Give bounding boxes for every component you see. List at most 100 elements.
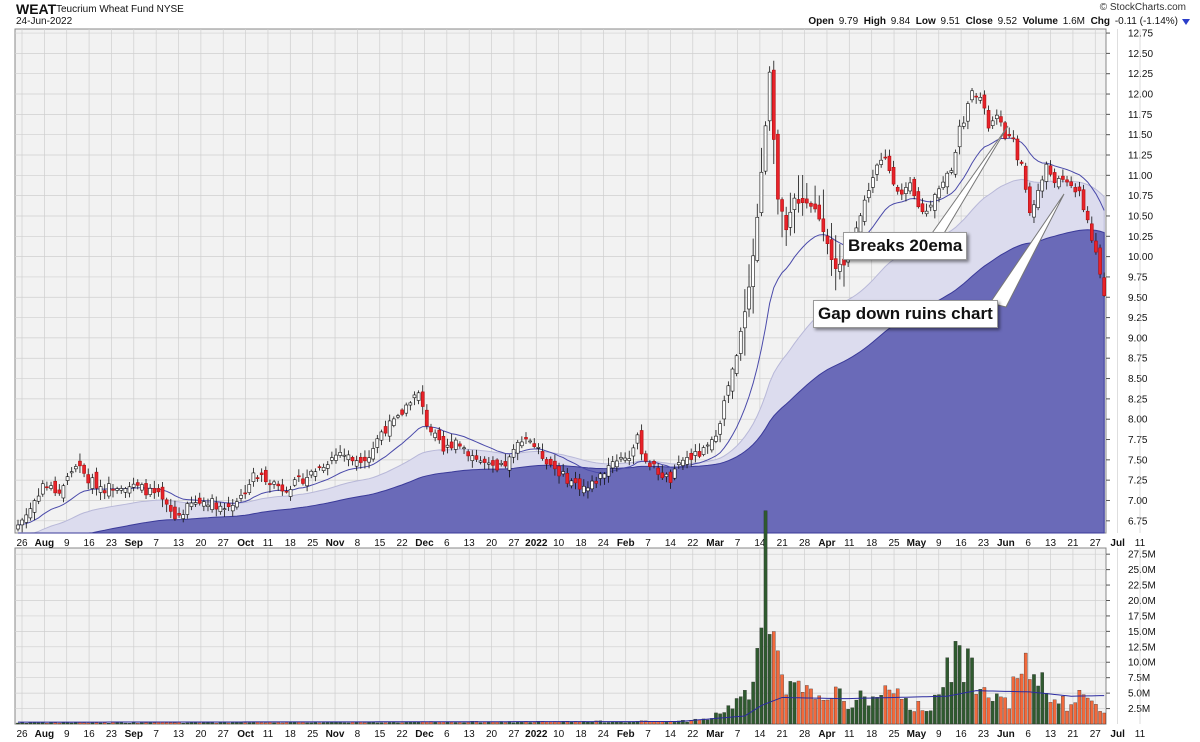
volume-bar [821,700,826,725]
x-tick-label: 7 [645,538,651,549]
volume-bar [400,722,404,725]
volume-tick-label: 2.5M [1128,704,1150,715]
candle-body [928,204,933,208]
low-label: Low [915,16,936,27]
volume-bar [619,721,623,725]
candle-body [569,480,574,487]
candle-body [986,110,991,129]
candle-body [866,190,871,199]
candle-body [412,394,417,399]
x-tick-label: Mar [706,729,724,740]
volume-bar [164,722,169,725]
volume-bar [346,722,351,725]
x-tick-label: 18 [285,538,297,549]
candle-body [119,488,124,491]
x-tick-label: 9 [936,729,942,740]
volume-bar [1094,704,1098,725]
volume-bar [1015,678,1020,725]
candle-body [582,485,586,494]
volume-bar [755,648,760,725]
volume-bar [627,722,631,725]
x-tick-label: 9 [64,729,70,740]
candle-body [635,434,640,444]
candle-body [544,459,549,465]
candle-body [94,471,99,489]
volume-bar [875,697,879,725]
candle-body [313,471,318,477]
candle-body [276,483,280,487]
candle-body [718,423,722,435]
candle-body [1028,186,1032,214]
candle-body [520,441,524,447]
candle-body [1032,204,1036,218]
candle-body [1073,187,1078,193]
candle-body [272,481,276,485]
candle-body [350,457,355,462]
volume-bar [677,720,681,725]
price-tick-label: 11.50 [1128,130,1153,141]
candle-body [908,182,912,192]
candle-body [420,391,425,407]
candle-body [792,197,797,210]
x-tick-label: 8 [355,538,361,549]
volume-bar [115,722,119,725]
x-tick-label: 15 [374,729,386,740]
x-tick-label: 21 [1067,538,1079,549]
x-tick-label: 14 [665,729,677,740]
candle-body [425,409,429,427]
candle-body [606,465,611,477]
candle-body [920,203,925,213]
price-tick-label: 10.25 [1128,232,1153,243]
candle-body [115,488,119,491]
candle-body [610,461,615,469]
candle-body [330,457,334,461]
x-tick-label: Aug [35,729,54,740]
volume-bar [858,690,863,725]
candle-body [966,103,970,122]
chg-label: Chg [1090,16,1111,27]
x-tick-label: May [907,729,927,740]
candle-body [321,467,326,471]
candle-body [288,489,293,497]
candle-body [1040,179,1045,192]
volume-bar [957,645,962,725]
x-tick-label: 2022 [525,538,548,549]
candle-body [292,479,297,486]
candle-body [69,471,74,474]
chevron-down-icon[interactable] [1182,19,1190,25]
volume-bar [569,722,574,725]
x-tick-label: Jul [1110,729,1125,740]
candle-body [404,404,409,414]
volume-bar [1069,704,1073,725]
candle-body [701,447,706,455]
candle-body [280,484,285,492]
candle-body [858,215,863,233]
candle-body [1052,172,1057,184]
candle-body [202,501,206,507]
candle-body [937,188,941,199]
x-tick-label: 14 [754,538,766,549]
candle-body [74,466,78,470]
volume-bar [313,722,318,725]
volume-bar [693,718,698,725]
volume-bar [586,721,590,725]
candle-body [317,466,322,468]
candle-body [305,477,309,487]
x-tick-label: 13 [1045,729,1057,740]
candle-body [515,442,520,454]
x-tick-label: 25 [888,538,900,549]
candle-body [1085,210,1090,221]
candle-body [379,431,384,441]
candle-body [668,471,673,483]
volume-bar [792,682,797,725]
candle-body [325,464,330,469]
volume-bar [466,722,470,725]
x-tick-label: 6 [444,538,450,549]
candle-body [561,471,565,475]
candle-body [829,239,834,260]
candle-body [354,460,359,467]
x-tick-label: 9 [936,538,942,549]
volume-bar [912,711,916,725]
volume-bar [1048,702,1053,725]
candle-body [776,133,780,200]
